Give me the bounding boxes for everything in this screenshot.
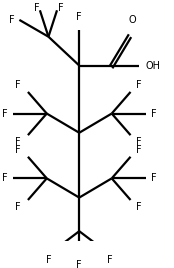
Text: F: F	[136, 80, 141, 90]
Text: F: F	[15, 144, 21, 155]
Text: F: F	[151, 109, 157, 118]
Text: OH: OH	[146, 61, 161, 70]
Text: O: O	[128, 15, 136, 25]
Text: F: F	[2, 173, 7, 183]
Text: F: F	[76, 260, 82, 268]
Text: F: F	[151, 173, 157, 183]
Text: F: F	[9, 15, 14, 25]
Text: F: F	[15, 202, 21, 212]
Text: F: F	[15, 80, 21, 90]
Text: F: F	[136, 144, 141, 155]
Text: F: F	[46, 255, 52, 265]
Text: F: F	[15, 137, 21, 147]
Text: F: F	[76, 12, 82, 22]
Text: F: F	[34, 3, 39, 13]
Text: F: F	[107, 255, 112, 265]
Text: F: F	[136, 202, 141, 212]
Text: F: F	[2, 109, 7, 118]
Text: F: F	[58, 3, 63, 13]
Text: F: F	[136, 137, 141, 147]
